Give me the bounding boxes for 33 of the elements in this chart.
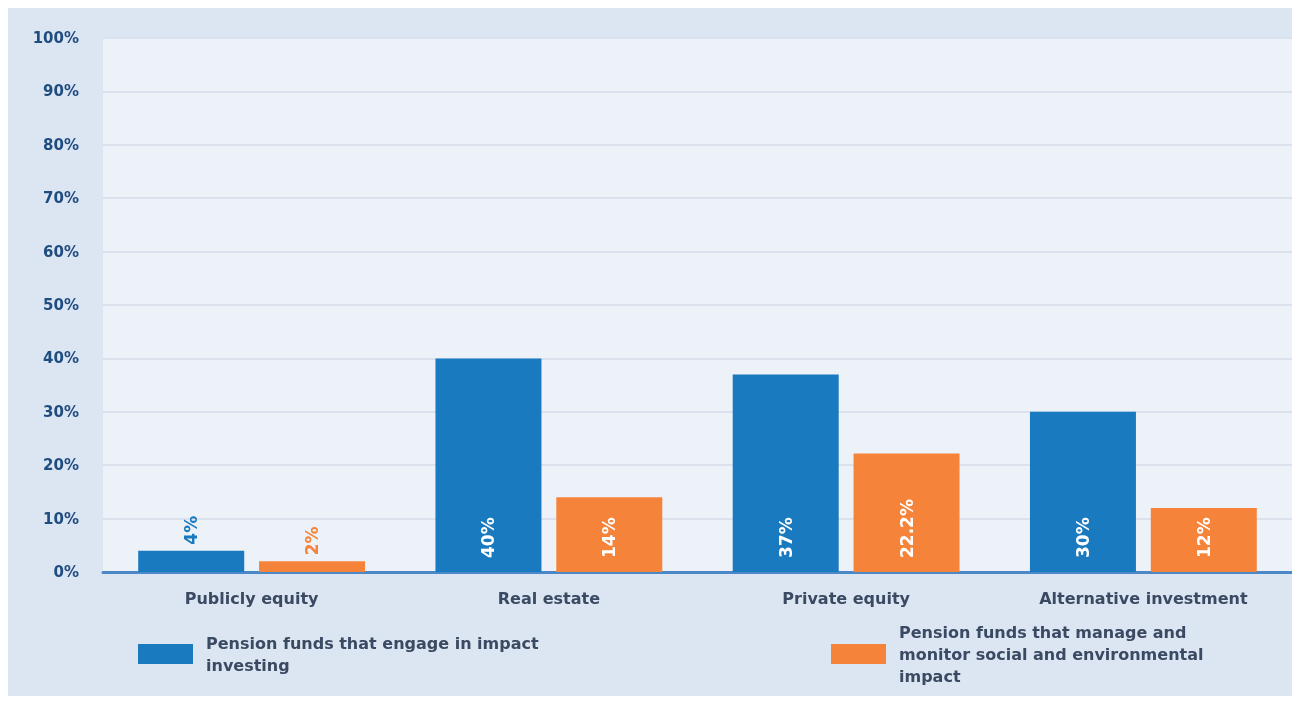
legend-label: Pension funds that engage in impact investing <box>206 633 545 675</box>
data-label: 37% <box>775 517 796 558</box>
data-label: 4% <box>181 515 202 545</box>
x-tick-label: Publicly equity <box>184 588 320 608</box>
bar <box>1150 507 1257 572</box>
y-tick-label: 90% <box>43 82 79 101</box>
y-tick-label: 60% <box>43 242 79 261</box>
data-label: 40% <box>478 517 499 558</box>
y-tick-label: 30% <box>43 402 79 421</box>
bar <box>1029 411 1136 572</box>
bar <box>259 561 366 572</box>
bar <box>138 550 245 572</box>
bar <box>853 453 960 572</box>
data-label: 14% <box>599 517 620 558</box>
data-label: 30% <box>1072 517 1093 558</box>
x-tick-label: Alternative investment <box>1039 588 1248 608</box>
y-tick-label: 50% <box>43 296 79 314</box>
x-tick-label: Private equity <box>782 588 911 608</box>
bar <box>435 358 542 572</box>
y-tick-label: 80% <box>43 135 79 154</box>
y-tick-label: 20% <box>43 456 79 475</box>
y-tick-label: 0% <box>53 563 79 581</box>
y-tick-label: 10% <box>43 509 79 528</box>
y-tick-label: 100% <box>32 29 79 47</box>
x-tick-label: Real estate <box>497 588 601 608</box>
y-tick-label: 40% <box>43 349 79 368</box>
bar <box>732 374 839 572</box>
data-label: 2% <box>302 526 323 556</box>
data-label: 22.2% <box>896 499 917 558</box>
data-label: 12% <box>1193 517 1214 558</box>
legend-label: Pension funds that manage and monitor social and environmental impact <box>899 622 1210 686</box>
y-tick-label: 70% <box>43 189 79 208</box>
bar <box>556 497 663 572</box>
